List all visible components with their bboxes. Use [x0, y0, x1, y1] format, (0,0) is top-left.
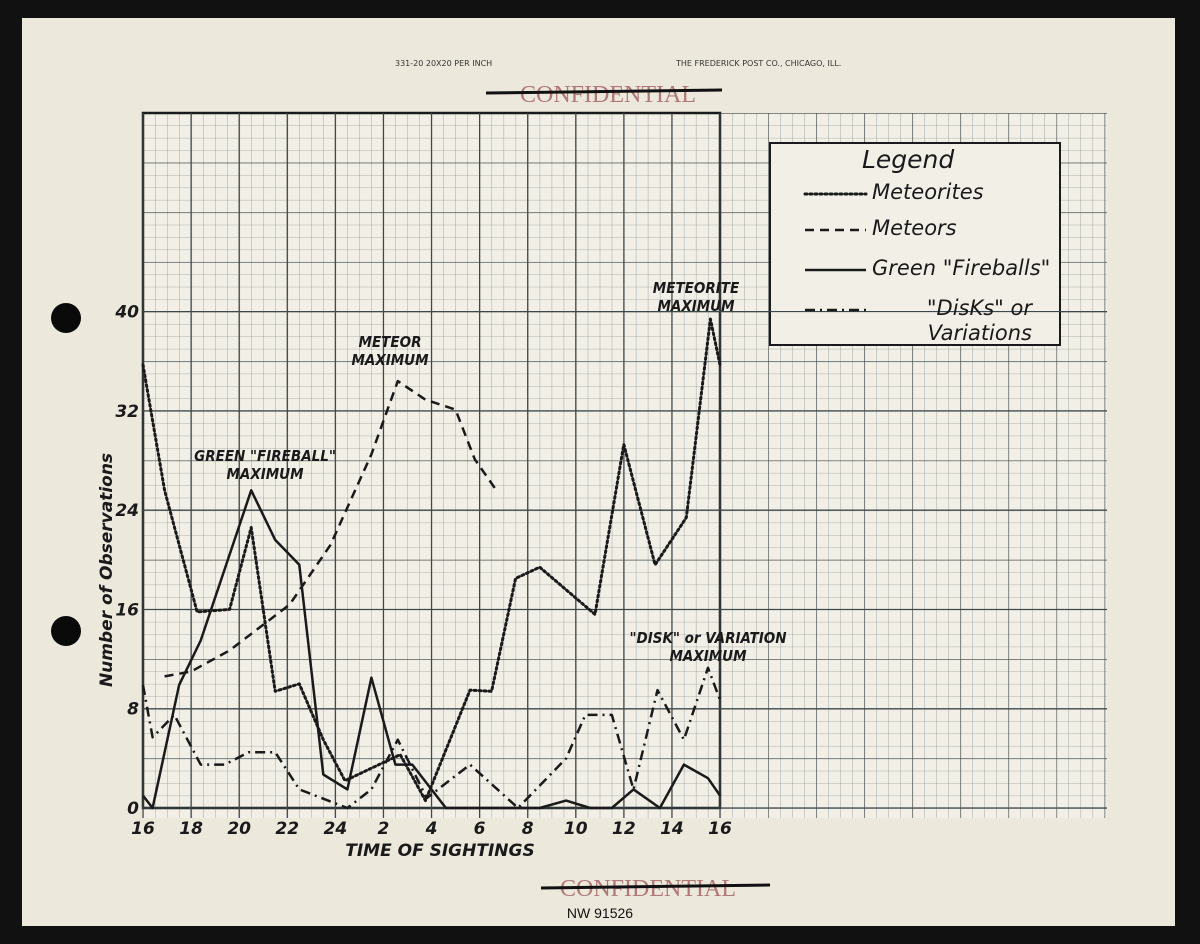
x-tick-label: 4	[425, 819, 438, 839]
series-line	[141, 666, 722, 810]
x-tick-label: 24	[323, 819, 347, 839]
stamp-bottom: CONFIDENTIAL	[560, 876, 736, 902]
y-tick-label: 40	[114, 303, 139, 323]
x-tick-label: 16	[131, 819, 155, 839]
paper-code: 331-20 20X20 PER INCH	[395, 59, 492, 68]
x-tick-label: 6	[474, 819, 486, 839]
x-tick-label: 12	[612, 819, 636, 839]
legend-entry: Meteors	[872, 216, 957, 240]
stamp-top: CONFIDENTIAL	[520, 82, 696, 108]
x-tick-label: 14	[660, 819, 684, 839]
strike-line	[540, 883, 771, 890]
x-axis-label: TIME OF SIGHTINGS	[345, 841, 534, 861]
archive-id: NW 91526	[567, 905, 633, 921]
legend-title: Legend	[862, 145, 955, 174]
paper-maker: THE FREDERICK POST CO., CHICAGO, ILL.	[675, 59, 841, 68]
series-line	[141, 317, 722, 803]
x-tick-label: 18	[179, 819, 203, 839]
punch-hole	[51, 616, 81, 646]
y-tick-label: 16	[115, 600, 139, 620]
y-tick-label: 32	[115, 402, 139, 422]
annotation: METEOR MAXIMUM	[351, 333, 429, 369]
series-line	[164, 379, 498, 678]
x-tick-label: 20	[227, 819, 251, 839]
y-tick-label: 0	[127, 799, 139, 819]
legend-entry: "DisKs" or Variations	[926, 296, 1032, 345]
annotation: GREEN "FIREBALL" MAXIMUM	[194, 447, 336, 483]
legend-entry: Meteorites	[872, 180, 984, 204]
legend-entry: Green "Fireballs"	[872, 256, 1051, 280]
x-tick-label: 16	[708, 819, 732, 839]
x-tick-label: 10	[564, 819, 588, 839]
x-tick-label: 2	[377, 819, 389, 839]
strike-line	[485, 88, 723, 95]
y-tick-label: 24	[115, 501, 139, 521]
y-axis-label: Number of Observations	[97, 453, 117, 687]
y-tick-label: 8	[127, 700, 139, 720]
series-line	[142, 489, 722, 810]
x-tick-label: 8	[522, 819, 534, 839]
punch-hole	[51, 303, 81, 333]
x-tick-label: 22	[275, 819, 299, 839]
annotation: METEORITE MAXIMUM	[652, 279, 740, 315]
annotation: "DISK" or VARIATION MAXIMUM	[629, 629, 787, 665]
